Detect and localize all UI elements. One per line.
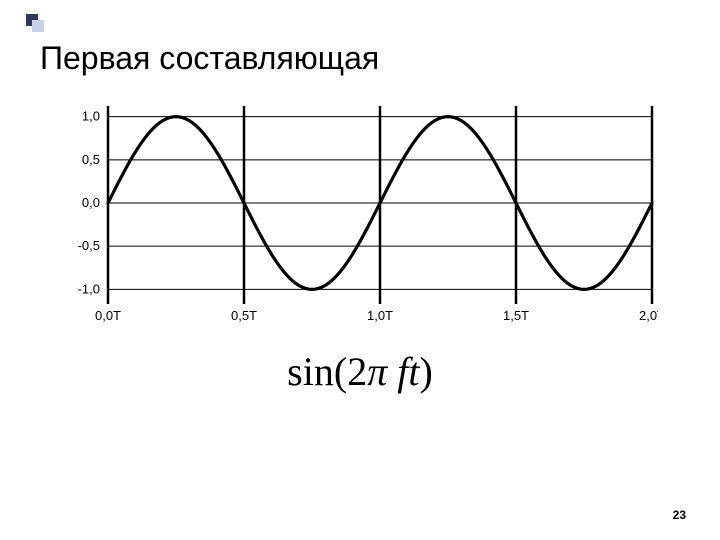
svg-text:1,5T: 1,5T: [503, 308, 529, 323]
chart-svg: -1,0 -0,5 0,0 0,5 1,0 0,0T 0,5T 1,0T 1,5T 2,0T: [62, 106, 658, 330]
formula-fn: sin: [287, 349, 334, 394]
page-number: 23: [673, 508, 686, 522]
svg-text:1,0: 1,0: [82, 109, 100, 124]
svg-text:1,0T: 1,0T: [367, 308, 393, 323]
svg-text:-1,0: -1,0: [78, 281, 100, 296]
formula-open: (: [334, 349, 347, 394]
formula-space: [387, 349, 397, 394]
formula-pi: π: [367, 349, 387, 394]
svg-text:0,5: 0,5: [82, 152, 100, 167]
bullet-square-light: [32, 20, 44, 32]
svg-text:0,5T: 0,5T: [231, 308, 257, 323]
svg-text:-0,5: -0,5: [78, 238, 100, 253]
page-title: Первая составляющая: [40, 40, 379, 77]
formula-f: f: [397, 349, 408, 394]
svg-text:2,0T: 2,0T: [639, 308, 658, 323]
title-bullet: [26, 14, 44, 32]
svg-text:0,0T: 0,0T: [95, 308, 121, 323]
formula-t: t: [408, 349, 419, 394]
sine-chart: -1,0 -0,5 0,0 0,5 1,0 0,0T 0,5T 1,0T 1,5T 2,0T: [62, 106, 658, 330]
formula-close: ): [419, 349, 432, 394]
formula-two: 2: [347, 349, 367, 394]
formula: sin(2π ft): [0, 348, 720, 395]
svg-text:0,0: 0,0: [82, 195, 100, 210]
